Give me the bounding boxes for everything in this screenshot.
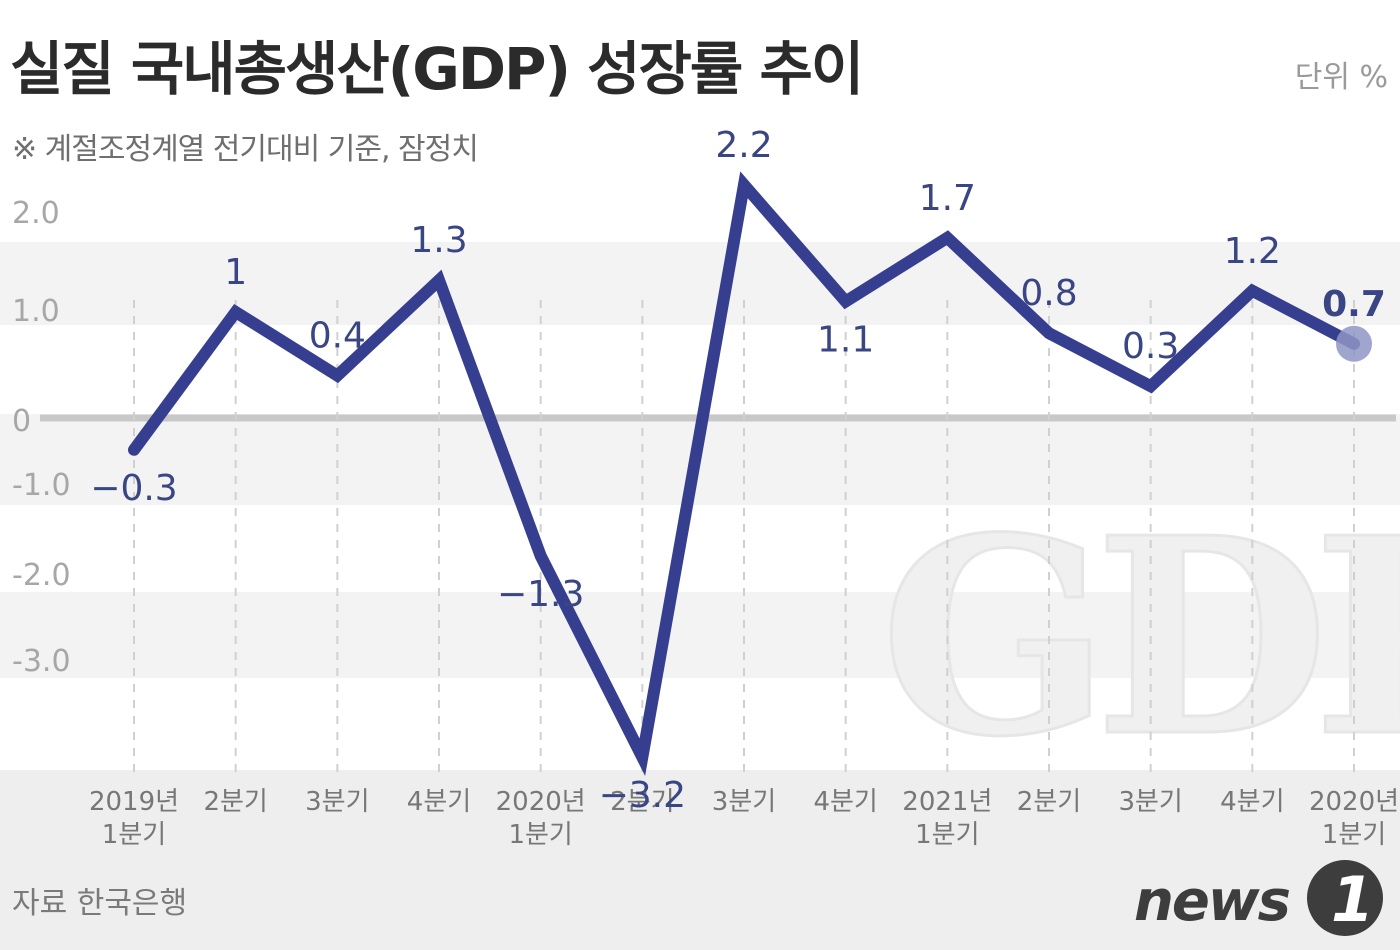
x-tick-label-7: 4분기 [813,787,877,817]
data-label-1: 1 [224,252,247,293]
data-label-10: 0.3 [1122,326,1179,367]
data-label-7: 1.1 [817,319,874,360]
data-label-4: −1.3 [497,574,584,615]
grid-band-2 [0,592,1400,678]
svg-text:news: news [1134,869,1290,934]
watermark-text: GDP [880,478,1400,796]
x-tick-label-6: 3분기 [712,787,776,817]
x-tick-label-0-line0: 2019년 [89,787,179,817]
x-tick-label-8-line0: 2021년 [902,787,992,817]
chart-title: 실질 국내총생산(GDP) 성장률 추이 [10,35,864,103]
x-tick-label-12-line0: 2020년 [1309,787,1399,817]
svg-text:1: 1 [1331,863,1374,936]
data-label-3: 1.3 [410,220,467,261]
x-tick-label-0-line1: 1분기 [102,820,166,850]
data-point-4 [535,550,546,561]
x-tick-label-3: 4분기 [407,787,471,817]
y-tick-label-5: -3.0 [12,644,71,679]
x-tick-label-1: 2분기 [203,787,267,817]
data-point-11 [1247,285,1258,296]
data-point-3 [434,275,444,286]
x-tick-label-2: 3분기 [305,787,369,817]
unit-label: 단위 % [1294,60,1388,95]
y-tick-label-1: 1.0 [12,294,60,329]
grid-band-0 [0,242,1400,325]
y-tick-label-2: 0 [12,404,31,439]
data-point-7 [840,296,851,307]
x-tick-label-9: 2분기 [1017,787,1081,817]
data-point-9 [1044,328,1054,339]
data-label-8: 1.7 [919,178,976,219]
data-point-6 [739,179,749,190]
x-tick-label-10: 3분기 [1118,787,1182,817]
data-point-10 [1145,381,1156,392]
data-point-0 [129,444,139,455]
x-tick-label-8-line1: 1분기 [915,820,979,850]
data-point-1 [230,307,241,317]
footer-panel [0,770,1400,950]
y-tick-label-4: -2.0 [12,558,71,593]
data-label-5: −3.2 [599,775,686,816]
chart-subtitle: ※ 계절조정계열 전기대비 기준, 잠정치 [12,132,479,167]
x-tick-label-5: 2분기 [610,787,674,817]
data-point-5 [637,752,648,763]
data-point-2 [332,370,343,381]
y-tick-label-0: 2.0 [12,196,60,231]
x-tick-label-4-line1: 1분기 [508,820,572,850]
data-label-2: 0.4 [309,316,366,357]
data-point-12 [1336,325,1372,362]
x-tick-label-11: 4분기 [1220,787,1284,817]
data-label-0: −0.3 [90,468,177,509]
data-label-9: 0.8 [1020,273,1077,314]
y-tick-label-3: -1.0 [12,468,71,503]
data-point-8 [942,232,953,243]
x-tick-label-12-line1: 1분기 [1322,820,1386,850]
data-label-12: 0.7 [1322,284,1386,325]
data-label-11: 1.2 [1224,231,1281,272]
data-label-6: 2.2 [715,125,772,166]
source-label: 자료 한국은행 [12,886,188,921]
news1-logo: news 1 [1134,860,1383,936]
x-tick-label-4-line0: 2020년 [496,787,586,817]
